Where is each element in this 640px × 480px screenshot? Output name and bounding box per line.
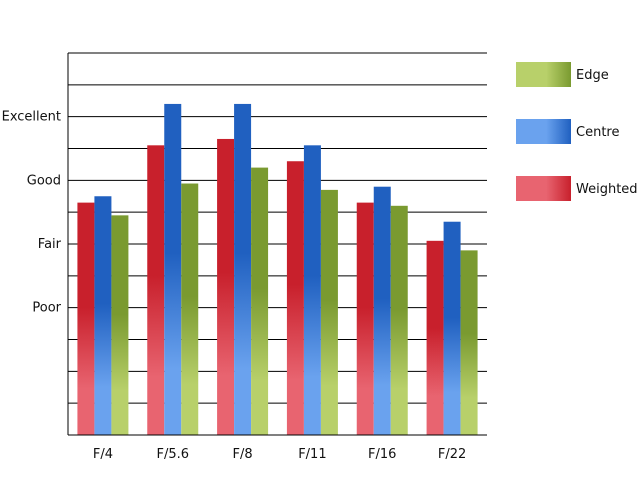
bar-weighted-f-11 <box>286 161 304 435</box>
x-tick-label-f-8: F/8 <box>233 447 253 462</box>
bar-centre-f-11 <box>303 145 321 436</box>
x-axis-labels: F/4 F/5.6 F/8 F/11 F/16 F/22 <box>93 447 466 462</box>
bar-weighted-f-16 <box>356 202 374 435</box>
bar-weighted-f-22 <box>426 240 444 435</box>
axes <box>67 53 487 436</box>
y-tick-label-poor: Poor <box>32 301 61 316</box>
bar-weighted-f-4 <box>77 202 95 435</box>
bar-weighted-f-5-6 <box>147 145 165 436</box>
bar-edge-f-22 <box>460 250 478 435</box>
legend-label-edge: Edge <box>576 68 609 83</box>
bar-centre-f-4 <box>94 196 112 435</box>
legend-label-centre: Centre <box>576 125 619 140</box>
x-tick-label-f-5-6: F/5.6 <box>156 447 189 462</box>
x-tick-label-f-11: F/11 <box>298 447 326 462</box>
legend-label-weighted: Weighted <box>576 182 638 197</box>
legend: Edge Centre Weighted <box>516 62 638 201</box>
bar-centre-f-5-6 <box>164 103 182 435</box>
bar-centre-f-8 <box>234 103 252 435</box>
bar-centre-f-22 <box>443 221 461 435</box>
legend-swatch-edge <box>516 62 571 87</box>
bar-edge-f-5-6 <box>181 183 199 435</box>
bars <box>77 103 478 436</box>
x-tick-label-f-4: F/4 <box>93 447 113 462</box>
legend-swatch-weighted <box>516 176 571 201</box>
x-tick-label-f-16: F/16 <box>368 447 396 462</box>
bar-edge-f-4 <box>111 215 129 435</box>
grid <box>68 52 487 404</box>
legend-swatch-centre <box>516 119 571 144</box>
y-tick-label-fair: Fair <box>38 237 62 252</box>
bar-edge-f-8 <box>251 167 269 435</box>
bar-centre-f-16 <box>373 186 391 435</box>
y-tick-label-excellent: Excellent <box>2 110 61 125</box>
x-tick-label-f-22: F/22 <box>438 447 466 462</box>
y-axis-labels: Poor Fair Good Excellent <box>2 110 62 316</box>
bar-edge-f-16 <box>390 205 408 435</box>
bar-edge-f-11 <box>320 189 338 435</box>
y-tick-label-good: Good <box>27 173 61 188</box>
bar-weighted-f-8 <box>217 138 235 435</box>
